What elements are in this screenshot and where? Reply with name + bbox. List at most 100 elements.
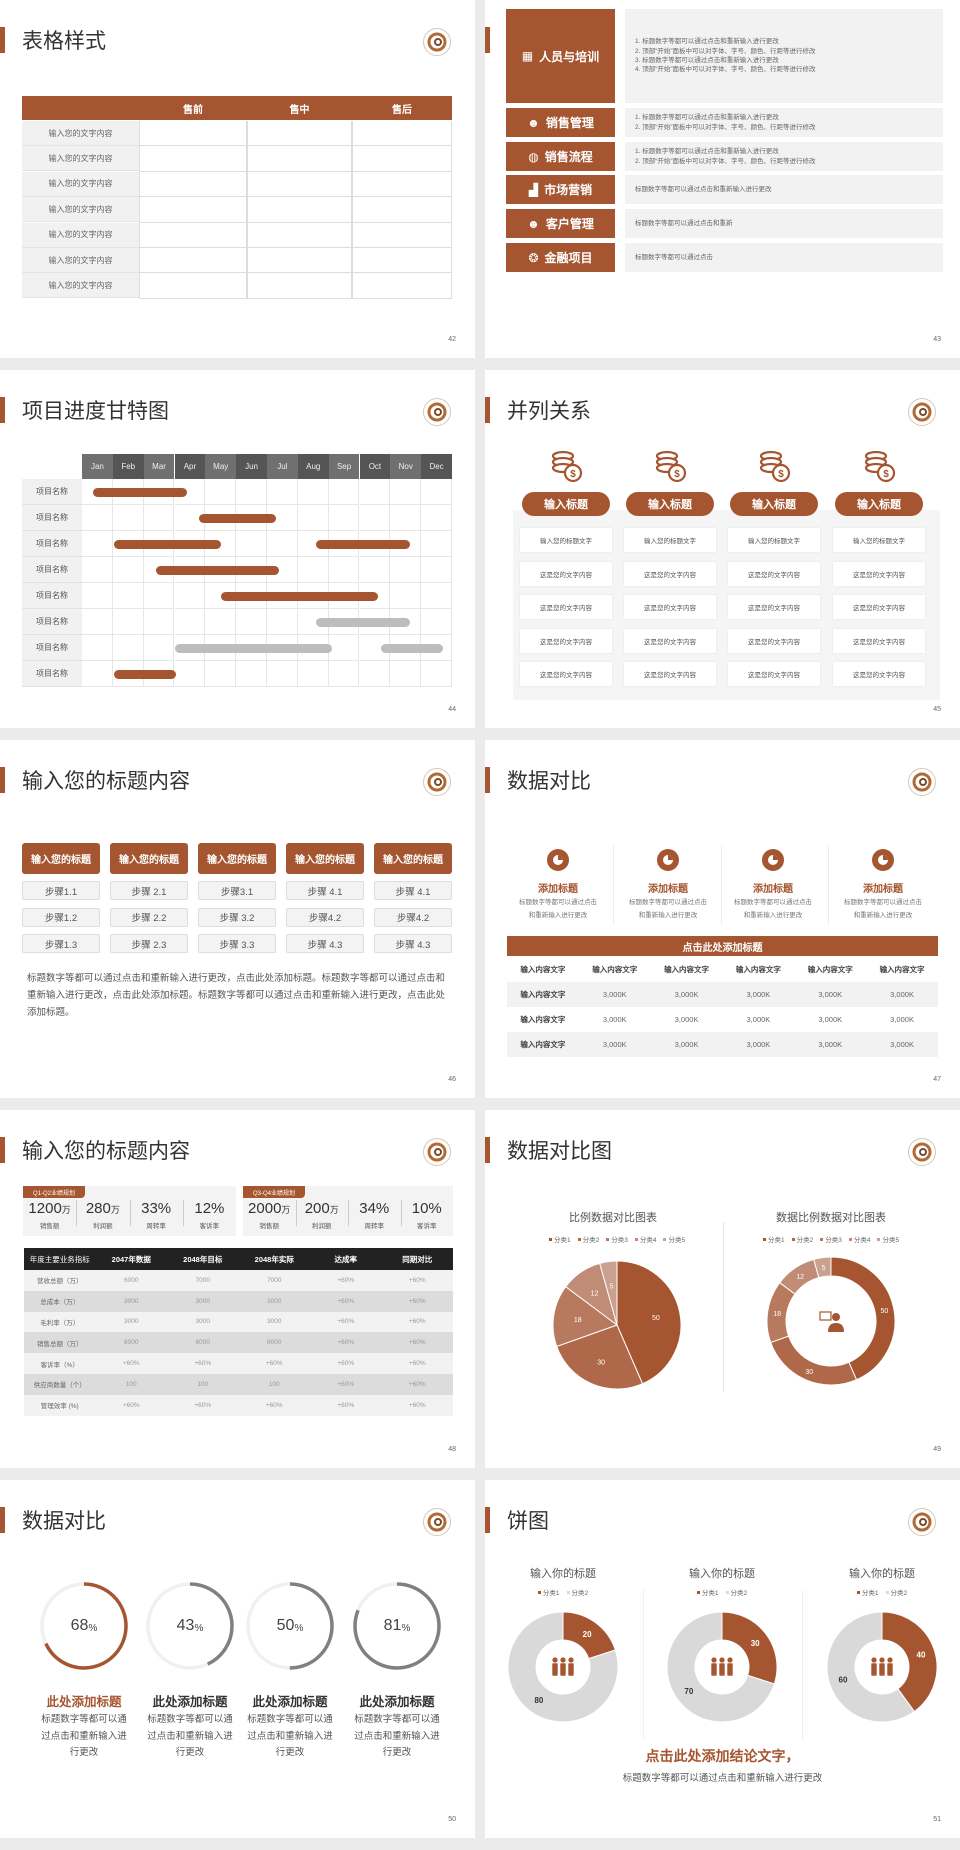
table-cell[interactable] [247,146,352,172]
list-item-0[interactable]: ▦ 人员与培训 [506,9,615,103]
gantt-bar-planned[interactable] [174,643,332,653]
step-box[interactable]: 步骤1.3 [22,934,100,953]
ring-progress [40,1582,128,1670]
slide-gantt[interactable]: 项目进度甘特图 44 Jan Feb Mar Apr May Jun Jul Aug Sep Oct N… [0,370,475,728]
table-cell[interactable] [247,197,352,223]
gantt-cell [112,583,144,609]
table-cell[interactable] [352,146,452,172]
list-item-3[interactable]: ▟ 市场营销 [506,175,615,204]
table-cell[interactable] [139,248,247,274]
table-cell[interactable] [352,121,452,147]
slide-table-style[interactable]: 表格样式 42 售前 售中 售后 输入您的文字内容 输入您的文字内容 输入您的文字内容 输入您的… [0,0,475,358]
team-body [567,1662,575,1677]
ring-progress [353,1582,441,1670]
slide-compare-charts[interactable]: 数据对比图 49 比例数据对比图表 数据比例数据对比图表 分类1 分类2 分类3 分类4 分类5… [485,1110,960,1468]
title-accent-bar [485,1507,490,1533]
step-box[interactable]: 步骤1.2 [22,907,100,927]
table-cell[interactable] [139,273,247,299]
list-line: 2. 顶部“开始”面板中可以对字体、字号、颜色、行距等进行修改 [635,157,816,165]
column-title-pill[interactable]: 输入标题 [730,492,818,516]
gantt-cell [143,635,175,661]
logo-inner [919,778,927,786]
kpi-table-cell: 7000 [195,1276,210,1284]
parallel-cell: 这是您的文字内容 [624,628,716,653]
gantt-bar-active[interactable] [199,513,277,523]
slide-steps[interactable]: 输入您的标题内容 46 输入您的标题 步骤1.1 步骤1.2 步骤1.3 输入您的标题 步骤 … [0,740,475,1098]
logo-outer [427,772,447,792]
kpi-stat: 12% [183,1200,236,1217]
slide-pie-charts[interactable]: 饼图 51 输入你的标题 分类1 分类2 20 80 输入你的标题 分类1 分类2 30 70 输入你的… [485,1480,960,1838]
slide-parallel[interactable]: 并列关系 45 $ 输入标题 输入您的标题文字 这是您的文字内容 这是您的文字内容 这是您的文… [485,370,960,728]
table-cell[interactable] [352,248,452,274]
step-box[interactable]: 步骤 4.3 [374,934,452,953]
step-box[interactable]: 步骤4.2 [286,907,364,927]
table-cell[interactable] [139,171,247,198]
slide-progress-rings[interactable]: 数据对比 50 68% 此处添加标题 标题数字等都可以通过点击和重新输入进行更改 43% 此… [0,1480,475,1838]
step-box[interactable]: 步骤 3.3 [198,934,276,953]
gantt-row-label: 项目名称 [22,557,82,583]
gantt-cell [390,609,422,635]
legend-swatch [537,1590,541,1594]
table-cell[interactable] [139,146,247,172]
table-cell[interactable] [247,171,352,198]
column-title-pill[interactable]: 输入标题 [522,492,610,516]
table-cell[interactable] [352,171,452,198]
gantt-cell [359,505,391,531]
slide-data-compare[interactable]: 数据对比 47 添加标题 标题数字等都可以通过点击和重新输入进行更改 添加标题 标题数字等… [485,740,960,1098]
column-title-pill[interactable]: 输入标题 [626,492,714,516]
list-item-label: 金融项目 [544,251,593,265]
step-box[interactable]: 步骤 2.1 [110,881,188,900]
gantt-cell [328,635,360,661]
step-box[interactable]: 步骤 3.2 [198,907,276,927]
table-cell[interactable] [352,222,452,248]
step-box[interactable]: 步骤 4.1 [374,881,452,900]
table-cell[interactable] [247,222,352,248]
step-box[interactable]: 步骤 2.2 [110,907,188,927]
pie-slice-分类3 [552,1285,619,1348]
gantt-bar-planned[interactable] [381,643,443,653]
table-cell: 3,000K [818,1040,843,1049]
gantt-bar-active[interactable] [114,669,177,679]
gantt-bar-planned[interactable] [316,617,411,627]
gantt-row-label: 项目名称 [22,609,82,635]
team-head [887,1657,893,1663]
list-item-4[interactable]: ☻ 客户管理 [506,209,615,238]
table-cell[interactable] [247,121,352,147]
gantt-bar-active[interactable] [220,591,378,601]
step-box[interactable]: 步骤4.2 [374,907,452,927]
list-item-1[interactable]: ☻ 销售管理 [506,108,615,137]
slide-kpi[interactable]: 输入您的标题内容 48 Q1-Q2业绩规划 1200万 销售额 280万 利润额 33% 周转率… [0,1110,475,1468]
column-title-pill[interactable]: 输入标题 [835,492,923,516]
step-box[interactable]: 步骤 2.3 [110,934,188,953]
kpi-table-cell: 供应商数量（个） [33,1382,86,1390]
gantt-bar-active[interactable] [316,539,411,549]
table-cell[interactable] [352,197,452,223]
gantt-bar-active[interactable] [114,539,221,549]
presentation-icon: ▦ [521,49,534,63]
list-item-5[interactable]: ❂ 金融项目 [506,243,615,272]
table-cell[interactable] [139,121,247,147]
step-box[interactable]: 步骤 4.1 [286,881,364,900]
step-box[interactable]: 步骤 4.3 [286,934,364,953]
list-item-2[interactable]: ◍ 销售流程 [506,142,615,171]
table-cell[interactable] [139,222,247,248]
dollar-sign: $ [674,469,680,480]
kpi-table-cell: 6000 [124,1339,139,1347]
coins-svg: $ [551,450,583,483]
table-cell[interactable] [139,197,247,223]
gantt-cell [328,557,360,583]
table-row [507,1032,938,1057]
gantt-bar-active[interactable] [92,487,187,497]
gantt-cell [174,583,206,609]
step-box[interactable]: 步骤1.1 [22,881,100,900]
legend-label: 分类4 [639,1237,657,1244]
ring-title: 此处添加标题 [359,1694,435,1709]
kpi-table-cell: 6000 [267,1339,282,1347]
step-box[interactable]: 步骤3.1 [198,881,276,900]
gantt-bar-active[interactable] [156,565,280,575]
table-cell[interactable] [352,273,452,299]
table-cell[interactable] [247,248,352,274]
logo-outer [427,402,447,422]
table-cell[interactable] [247,273,352,299]
